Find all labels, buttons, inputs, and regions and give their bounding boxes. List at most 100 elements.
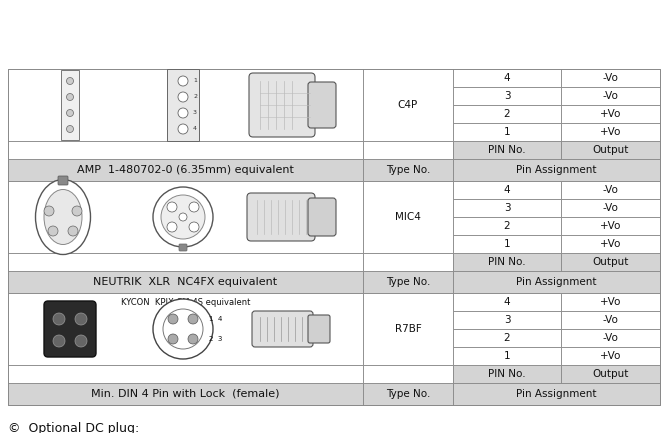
Text: +Vo: +Vo	[600, 109, 621, 119]
Text: 4: 4	[504, 297, 511, 307]
Bar	[8, 141, 363, 159]
Bar	[453, 69, 561, 87]
Text: 1: 1	[504, 351, 511, 361]
Text: -Vo: -Vo	[602, 315, 618, 325]
Bar	[453, 123, 561, 141]
Bar	[453, 235, 561, 253]
Text: +Vo: +Vo	[600, 297, 621, 307]
Bar	[8, 253, 363, 271]
Text: +Vo: +Vo	[600, 351, 621, 361]
Text: 1: 1	[193, 78, 197, 84]
Text: Type No.: Type No.	[386, 277, 430, 287]
Text: Type No.: Type No.	[386, 389, 430, 399]
Text: 2  3: 2 3	[209, 336, 222, 342]
Bar	[363, 159, 453, 181]
Text: Output: Output	[592, 369, 628, 379]
Bar	[453, 347, 561, 365]
Text: PIN No.: PIN No.	[488, 257, 526, 267]
Circle shape	[189, 222, 199, 232]
Bar	[453, 199, 561, 217]
Bar	[453, 181, 561, 199]
Text: PIN No.: PIN No.	[488, 369, 526, 379]
Circle shape	[53, 335, 65, 347]
Text: NEUTRIK  XLR  NC4FX equivalent: NEUTRIK XLR NC4FX equivalent	[93, 277, 277, 287]
Circle shape	[44, 206, 54, 216]
Bar	[561, 141, 660, 159]
Text: -Vo: -Vo	[602, 333, 618, 343]
Bar	[561, 347, 660, 365]
Bar	[453, 293, 561, 311]
Circle shape	[75, 313, 87, 325]
Text: -Vo: -Vo	[602, 185, 618, 195]
Bar	[453, 365, 561, 383]
Text: 3: 3	[504, 315, 511, 325]
Bar	[453, 383, 660, 405]
Text: 2: 2	[504, 109, 511, 119]
Bar	[561, 181, 660, 199]
Text: Pin Assignment: Pin Assignment	[517, 165, 597, 175]
Bar	[561, 217, 660, 235]
Bar	[561, 123, 660, 141]
Bar	[61, 70, 79, 140]
Bar	[363, 271, 453, 293]
Bar	[363, 293, 453, 365]
Bar	[8, 69, 363, 141]
Text: 3: 3	[504, 91, 511, 101]
Text: 2: 2	[193, 94, 197, 100]
Ellipse shape	[36, 180, 90, 255]
Circle shape	[167, 202, 177, 212]
Text: Pin Assignment: Pin Assignment	[517, 389, 597, 399]
FancyBboxPatch shape	[308, 198, 336, 236]
Bar	[453, 253, 561, 271]
Text: 1: 1	[504, 127, 511, 137]
Text: 3: 3	[504, 203, 511, 213]
Bar	[363, 69, 453, 141]
Circle shape	[189, 202, 199, 212]
Text: Pin Assignment: Pin Assignment	[517, 277, 597, 287]
Circle shape	[179, 213, 187, 221]
FancyBboxPatch shape	[308, 315, 330, 343]
Bar	[453, 105, 561, 123]
FancyBboxPatch shape	[247, 193, 315, 241]
Bar	[453, 311, 561, 329]
Text: +Vo: +Vo	[600, 127, 621, 137]
Bar	[8, 69, 660, 405]
Text: -Vo: -Vo	[602, 73, 618, 83]
Circle shape	[153, 299, 213, 359]
Bar	[363, 141, 453, 159]
Circle shape	[168, 314, 178, 324]
Circle shape	[68, 226, 78, 236]
Bar	[453, 217, 561, 235]
FancyBboxPatch shape	[58, 176, 68, 185]
Circle shape	[75, 335, 87, 347]
Text: AMP  1-480702-0 (6.35mm) equivalent: AMP 1-480702-0 (6.35mm) equivalent	[77, 165, 294, 175]
Text: PIN No.: PIN No.	[488, 145, 526, 155]
Circle shape	[161, 195, 205, 239]
Bar	[8, 181, 363, 253]
Circle shape	[53, 313, 65, 325]
Bar	[453, 159, 660, 181]
Text: 1  4: 1 4	[209, 316, 222, 322]
Text: -Vo: -Vo	[602, 91, 618, 101]
Circle shape	[178, 108, 188, 118]
Bar	[561, 199, 660, 217]
Bar	[561, 69, 660, 87]
Bar	[363, 365, 453, 383]
FancyBboxPatch shape	[179, 244, 187, 251]
Text: 3: 3	[193, 110, 197, 116]
Bar	[453, 329, 561, 347]
Bar	[8, 293, 363, 365]
Circle shape	[66, 110, 74, 116]
Text: MIC4: MIC4	[395, 212, 421, 222]
Text: 1: 1	[504, 239, 511, 249]
Text: 2: 2	[504, 333, 511, 343]
Circle shape	[188, 314, 198, 324]
Text: Min. DIN 4 Pin with Lock  (female): Min. DIN 4 Pin with Lock (female)	[91, 389, 280, 399]
Bar	[453, 141, 561, 159]
FancyBboxPatch shape	[308, 82, 336, 128]
Circle shape	[168, 334, 178, 344]
Circle shape	[66, 78, 74, 84]
Bar	[453, 87, 561, 105]
Bar	[363, 253, 453, 271]
Circle shape	[178, 76, 188, 86]
